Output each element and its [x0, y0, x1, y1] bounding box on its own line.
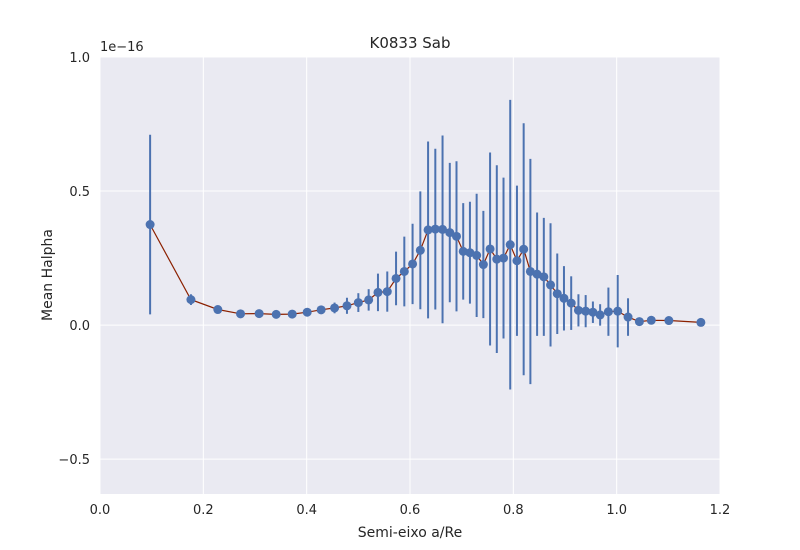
- x-tick-label: 0.6: [400, 503, 421, 518]
- data-point: [213, 305, 223, 315]
- data-point: [452, 231, 461, 241]
- y-tick-label: 1.0: [69, 51, 90, 66]
- data-point: [546, 280, 556, 290]
- x-tick-label: 1.0: [606, 503, 627, 518]
- x-tick-label: 0.8: [503, 503, 524, 518]
- data-point: [236, 309, 246, 319]
- data-point: [271, 309, 281, 319]
- y-tick-label: 0.0: [69, 319, 90, 334]
- data-point: [581, 306, 591, 316]
- data-point: [478, 260, 488, 270]
- data-point: [445, 228, 455, 238]
- data-point: [646, 315, 656, 325]
- y-tick-labels: −0.5 0.0 0.5 1.0: [58, 51, 90, 468]
- grid: [99, 56, 721, 494]
- x-tick-label: 0.0: [90, 503, 111, 518]
- y-tick-label: −0.5: [58, 453, 90, 468]
- x-axis-label: Semi-eixo a/Re: [358, 525, 462, 541]
- series-layer: [145, 99, 706, 390]
- data-point: [559, 293, 569, 303]
- data-point: [382, 287, 392, 297]
- x-tick-label: 0.4: [296, 503, 317, 518]
- data-point: [342, 301, 352, 311]
- data-point: [519, 244, 529, 254]
- data-point: [566, 298, 576, 308]
- data-point: [145, 220, 155, 230]
- data-point: [664, 316, 674, 326]
- data-point: [485, 244, 495, 254]
- x-tick-label: 0.2: [193, 503, 214, 518]
- data-point: [472, 250, 482, 260]
- x-tick-label: 1.2: [710, 503, 731, 518]
- data-point: [316, 305, 326, 315]
- x-tick-labels: 0.0 0.2 0.4 0.6 0.8 1.0 1.2: [90, 503, 731, 518]
- data-point: [539, 272, 549, 282]
- data-point: [391, 273, 401, 283]
- data-point: [373, 287, 383, 297]
- data-points: [145, 220, 706, 327]
- data-point: [302, 307, 312, 317]
- data-point: [552, 289, 562, 299]
- data-point: [623, 312, 633, 322]
- data-point: [399, 266, 409, 276]
- y-axis-label: Mean Halpha: [40, 229, 56, 321]
- y-offset-label: 1e−16: [100, 40, 144, 55]
- data-point: [423, 225, 433, 235]
- chart-title: K0833 Sab: [369, 34, 450, 52]
- data-point: [186, 295, 196, 305]
- data-point: [492, 254, 502, 264]
- data-point: [613, 306, 623, 316]
- data-point: [430, 224, 440, 234]
- data-point: [595, 310, 605, 320]
- data-point: [287, 309, 297, 319]
- data-point: [696, 317, 706, 327]
- data-point: [573, 305, 583, 315]
- data-point: [588, 307, 598, 317]
- data-point: [505, 240, 515, 250]
- data-point: [438, 224, 448, 234]
- data-point: [634, 317, 644, 327]
- y-tick-label: 0.5: [69, 185, 90, 200]
- data-point: [499, 253, 509, 263]
- data-point: [408, 259, 418, 269]
- data-point: [353, 298, 363, 308]
- data-point: [330, 303, 340, 313]
- data-point: [512, 256, 522, 266]
- data-point: [254, 309, 264, 319]
- data-point: [415, 245, 425, 255]
- data-point: [458, 246, 468, 256]
- data-point: [603, 307, 613, 317]
- data-point: [364, 295, 374, 305]
